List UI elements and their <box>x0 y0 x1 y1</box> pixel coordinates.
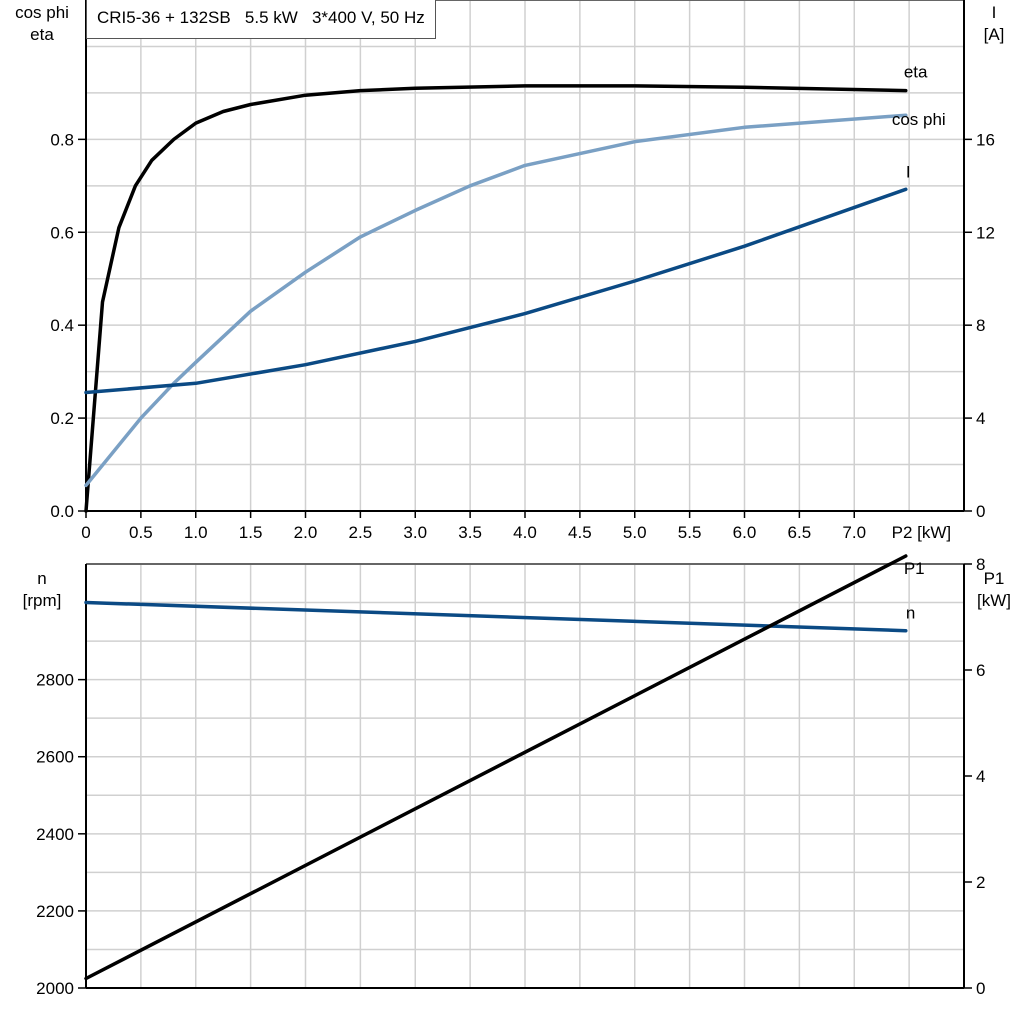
left-axis-label: cos phi <box>15 3 69 22</box>
left-tick-label: 2800 <box>36 671 74 690</box>
left-tick-label: 2600 <box>36 748 74 767</box>
series-line-n <box>84 600 908 633</box>
x-tick-label: 2.0 <box>294 523 318 542</box>
series-line-I <box>84 187 908 395</box>
left-tick-label: 0.2 <box>50 409 74 428</box>
right-tick-label: 4 <box>976 409 985 428</box>
series-label-cos-phi: cos phi <box>892 110 946 129</box>
right-tick-label: 16 <box>976 130 995 149</box>
right-tick-label: 0 <box>976 502 985 521</box>
right-axis-label: [kW] <box>977 591 1011 610</box>
x-tick-label: 1.0 <box>184 523 208 542</box>
left-tick-label: 0.6 <box>50 223 74 242</box>
right-tick-label: 6 <box>976 661 985 680</box>
x-tick-label: 7.0 <box>842 523 866 542</box>
x-tick-label: 6.5 <box>788 523 812 542</box>
left-tick-label: 0.8 <box>50 130 74 149</box>
right-axis-label: [A] <box>984 25 1005 44</box>
right-tick-label: 8 <box>976 555 985 574</box>
right-tick-label: 8 <box>976 316 985 335</box>
x-tick-label: 6.0 <box>733 523 757 542</box>
series-label-P1: P1 <box>904 559 925 578</box>
series-label-n: n <box>906 604 915 623</box>
left-tick-label: 2000 <box>36 979 74 998</box>
x-tick-label: 0 <box>81 523 90 542</box>
x-tick-label: 3.5 <box>458 523 482 542</box>
left-axis-label: n <box>37 569 46 588</box>
x-tick-label: 2.5 <box>349 523 373 542</box>
left-tick-label: 2400 <box>36 825 74 844</box>
x-tick-label: 5.0 <box>623 523 647 542</box>
x-tick-label: 4.5 <box>568 523 592 542</box>
series-label-eta: eta <box>904 63 928 82</box>
series-line-eta <box>84 84 908 513</box>
right-tick-label: 12 <box>976 223 995 242</box>
left-tick-label: 2200 <box>36 902 74 921</box>
right-tick-label: 2 <box>976 873 985 892</box>
x-tick-label: 3.0 <box>403 523 427 542</box>
left-tick-label: 0.0 <box>50 502 74 521</box>
right-tick-label: 0 <box>976 979 985 998</box>
right-tick-label: 4 <box>976 767 985 786</box>
series-label-I: I <box>906 162 911 181</box>
chart-title: CRI5-36 + 132SB 5.5 kW 3*400 V, 50 Hz <box>86 0 436 39</box>
x-axis-label: P2 [kW] <box>892 523 952 542</box>
x-tick-label: 5.5 <box>678 523 702 542</box>
series-line-P1 <box>84 554 908 981</box>
series-line-cos-phi <box>84 113 908 488</box>
right-axis-label: P1 <box>984 569 1005 588</box>
left-axis-label: [rpm] <box>23 591 62 610</box>
x-tick-label: 4.0 <box>513 523 537 542</box>
left-axis-label: eta <box>30 25 54 44</box>
right-axis-label: I <box>992 3 997 22</box>
x-tick-label: 1.5 <box>239 523 263 542</box>
x-tick-label: 0.5 <box>129 523 153 542</box>
left-tick-label: 0.4 <box>50 316 74 335</box>
